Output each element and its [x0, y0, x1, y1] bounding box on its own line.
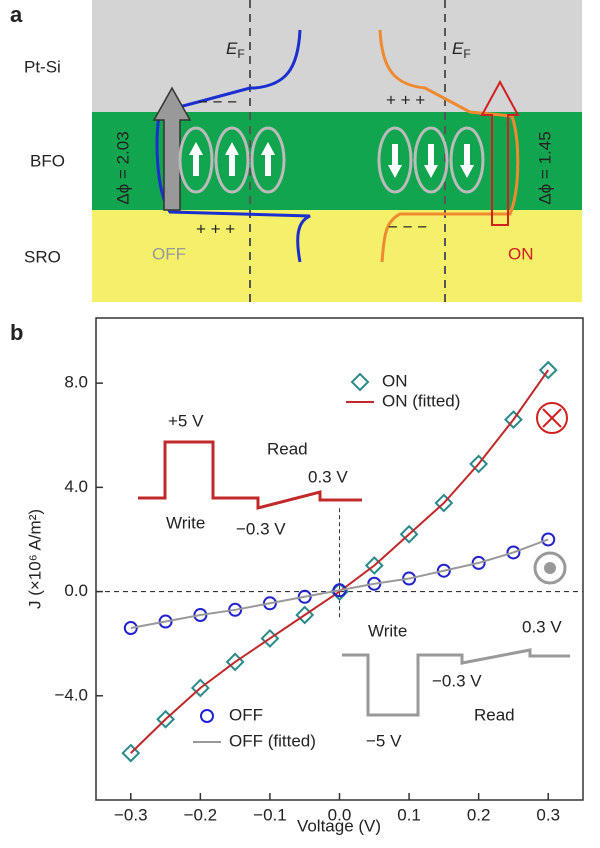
- marker: [399, 524, 419, 544]
- dipole-arrows: [189, 142, 474, 178]
- pulse-label: Read: [267, 439, 308, 458]
- panel-label: b: [10, 320, 23, 345]
- barrier-label: Δϕ = 2.03: [113, 131, 132, 204]
- marker: [434, 493, 454, 513]
- x-tick-label: 0.3: [536, 805, 560, 824]
- charges: − − −: [388, 217, 427, 236]
- legend-label: OFF: [229, 705, 263, 724]
- x-tick-label: −0.2: [184, 805, 218, 824]
- state-label: ON: [508, 244, 534, 263]
- marker: [364, 556, 384, 575]
- y-tick-label: 0.0: [64, 581, 88, 600]
- x-tick-label: 0.0: [328, 805, 352, 824]
- x-tick-label: −0.3: [114, 805, 148, 824]
- pulse-label: −5 V: [366, 731, 402, 750]
- layer-label: Pt-Si: [24, 57, 61, 76]
- off-pulse: [342, 648, 570, 717]
- marker: [538, 360, 558, 380]
- arrow-on: [480, 79, 520, 226]
- marker: [541, 532, 556, 547]
- marker: [436, 563, 451, 578]
- marker: [471, 555, 486, 570]
- pulse-label: 0.3 V: [522, 617, 562, 636]
- marker: [504, 410, 523, 430]
- on-pulse: [138, 440, 362, 510]
- marker: [332, 583, 347, 598]
- x-tick-label: 0.2: [467, 805, 491, 824]
- marker: [123, 621, 138, 636]
- x-tick-label: 0.1: [397, 805, 421, 824]
- dipoles: [178, 126, 485, 194]
- fit-line: [130, 538, 549, 630]
- legend-label: ON: [382, 371, 408, 390]
- legend-label: OFF (fitted): [229, 731, 316, 750]
- pulse-label: Write: [166, 513, 205, 532]
- band-off: [155, 29, 311, 263]
- fermi-main: E: [452, 39, 464, 58]
- fit-line: [130, 369, 550, 754]
- marker: [297, 589, 312, 604]
- layer-label: BFO: [30, 151, 65, 170]
- pulse-label: Write: [368, 621, 407, 640]
- fermi-sub: F: [237, 47, 244, 61]
- y-axis-label: J (×10⁶ A/m²): [25, 509, 44, 609]
- marker: [121, 743, 141, 763]
- panel-label: a: [10, 2, 23, 27]
- legend-label: ON (fitted): [382, 391, 460, 410]
- fermi-sub: F: [463, 47, 470, 61]
- marker: [158, 614, 173, 629]
- band-on: [378, 29, 520, 263]
- marker: [469, 454, 489, 474]
- pulse-label: +5 V: [168, 411, 204, 430]
- marker: [262, 596, 277, 611]
- pt-si-layer: [92, 0, 582, 112]
- fermi-main: E: [226, 39, 238, 58]
- legend-swatch: [200, 709, 214, 723]
- marker: [190, 678, 210, 698]
- pulse-label: Read: [474, 705, 515, 724]
- state-label: OFF: [152, 244, 186, 263]
- pulse-label: 0.3 V: [308, 467, 348, 486]
- y-tick-label: −4.0: [54, 685, 88, 704]
- marker: [506, 545, 521, 560]
- x-tick-label: −0.1: [253, 805, 287, 824]
- marker: [156, 709, 175, 729]
- charges: − − −: [198, 92, 237, 111]
- out-of-page-icon: [533, 551, 567, 585]
- pulse-label: −0.3 V: [432, 671, 482, 690]
- fermi-label: EF: [452, 39, 471, 61]
- y-tick-label: 4.0: [64, 477, 88, 496]
- fermi-label: EF: [226, 39, 245, 61]
- pulse-label: −0.3 V: [236, 519, 286, 538]
- charges: + + +: [196, 219, 235, 238]
- charges: + + +: [386, 90, 425, 109]
- x-axis-label: Voltage (V): [297, 816, 381, 835]
- barrier-label: Δϕ = 1.45: [535, 131, 554, 204]
- y-tick-label: 8.0: [64, 373, 88, 392]
- into-page-icon: [536, 402, 568, 434]
- arrow-off: [152, 86, 192, 211]
- legend-swatch: [350, 372, 370, 392]
- layer-label: SRO: [24, 247, 61, 266]
